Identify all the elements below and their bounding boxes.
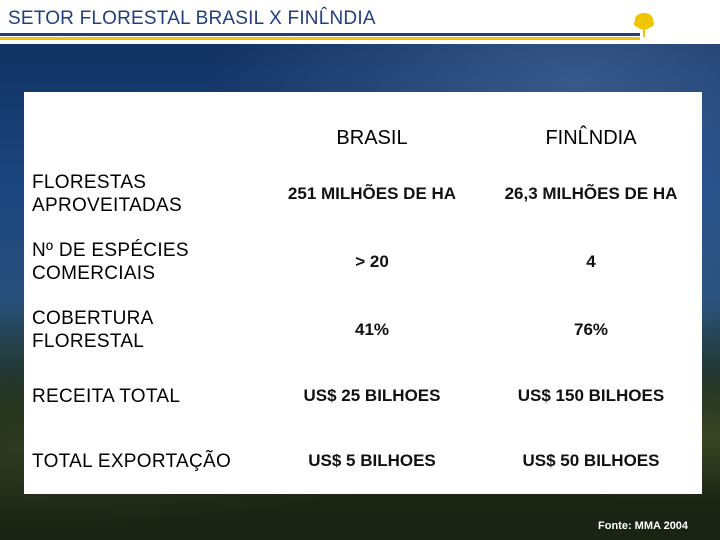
row-label-especies: Nº DE ESPÉCIES COMERCIAIS: [24, 228, 264, 296]
cell-finlandia-exportacao: US$ 50 BILHOES: [480, 428, 702, 494]
title-bar: SETOR FLORESTAL BRASIL X FINL̂NDIA: [0, 0, 720, 44]
slide-title: SETOR FLORESTAL BRASIL X FINL̂NDIA: [8, 8, 376, 29]
title-underline-yellow: [0, 37, 640, 40]
row-label-florestas: FLORESTAS APROVEITADAS: [24, 160, 264, 228]
cell-brasil-especies: > 20: [264, 228, 480, 296]
column-header-finlandia: FINL̂NDIA: [480, 92, 702, 160]
cell-finlandia-especies: 4: [480, 228, 702, 296]
row-label-exportacao: TOTAL EXPORTAÇÃO: [24, 428, 264, 494]
cell-brasil-exportacao: US$ 5 BILHOES: [264, 428, 480, 494]
cell-brasil-cobertura: 41%: [264, 296, 480, 364]
column-header-brasil: BRASIL: [264, 92, 480, 160]
row-label-cobertura: COBERTURA FLORESTAL: [24, 296, 264, 364]
row-label-receita: RECEITA TOTAL: [24, 364, 264, 428]
comparison-table: BRASIL FINL̂NDIA FLORESTAS APROVEITADAS …: [24, 92, 702, 494]
cell-brasil-florestas: 251 MILHÕES DE HA: [264, 160, 480, 228]
cell-brasil-receita: US$ 25 BILHOES: [264, 364, 480, 428]
corner-cell: [24, 92, 264, 160]
cell-finlandia-receita: US$ 150 BILHOES: [480, 364, 702, 428]
title-underline-blue: [0, 33, 640, 36]
cell-finlandia-cobertura: 76%: [480, 296, 702, 364]
cell-finlandia-florestas: 26,3 MILHÕES DE HA: [480, 160, 702, 228]
source-note: Fonte: MMA 2004: [598, 520, 689, 532]
tree-logo-icon: [634, 13, 654, 37]
